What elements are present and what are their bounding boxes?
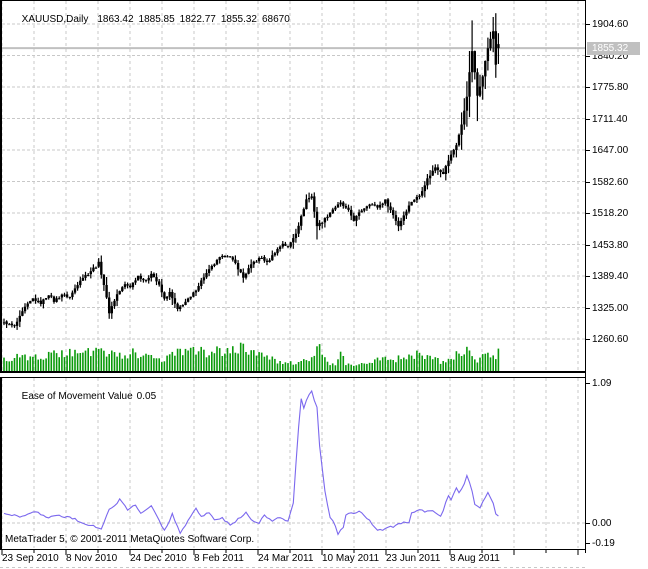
price-tick-label: 1260.60: [592, 333, 629, 345]
open-value: 1863.42: [97, 14, 134, 25]
time-tick-label: 10 May 2011: [322, 553, 380, 564]
price-tick-label: 1711.40: [592, 113, 628, 125]
price-tick-label: 1775.80: [592, 81, 629, 93]
indicator-panel[interactable]: Ease of Movement Value 0.05 MetaTrader 5,…: [0, 377, 586, 549]
price-tick-tick: [586, 213, 590, 214]
price-tick-label: 1325.00: [592, 302, 629, 314]
symbol-period-label: XAUUSD,Daily: [21, 14, 89, 25]
price-chart-canvas[interactable]: [0, 0, 586, 373]
price-tick-label: 1518.20: [592, 207, 629, 219]
price-tick-tick: [586, 245, 590, 246]
price-tick-tick: [586, 182, 590, 183]
close-value: 1855.32: [220, 14, 257, 25]
time-tick-label: 8 Feb 2011: [194, 553, 244, 564]
time-tick-label: 8 Nov 2010: [66, 553, 118, 564]
indicator-name: Ease of Movement Value: [21, 391, 133, 402]
time-tick-label: 24 Dec 2010: [130, 553, 187, 564]
current-price-badge: 1855.32: [587, 42, 640, 55]
price-tick-tick: [586, 150, 590, 151]
price-tick-tick: [586, 308, 590, 309]
price-tick-label: 1582.60: [592, 176, 629, 188]
price-scale[interactable]: 1855.32 1904.60 1840.20 1775.80 1711.40 1647…: [585, 0, 648, 550]
indicator-canvas[interactable]: [0, 377, 586, 549]
indicator-tick-tick: [586, 383, 590, 384]
price-tick-label: 1453.80: [592, 239, 629, 251]
low-value: 1822.77: [179, 14, 216, 25]
indicator-current-value: 0.05: [136, 391, 157, 402]
price-tick-tick: [586, 276, 590, 277]
volume-value: 68670: [261, 14, 290, 25]
price-tick-tick: [586, 339, 590, 340]
price-tick-label: 1904.60: [592, 18, 629, 30]
price-tick-label: 1647.00: [592, 144, 629, 156]
indicator-tick-tick: [586, 523, 590, 524]
price-tick-label: 1840.20: [592, 50, 629, 62]
price-tick-tick: [586, 24, 590, 25]
time-tick-label: 24 Mar 2011: [258, 553, 314, 564]
indicator-tick-label: 0.00: [592, 517, 612, 529]
time-tick-label: 8 Aug 2011: [450, 553, 500, 564]
indicator-tick-label: -0.19: [592, 537, 615, 549]
time-scale[interactable]: 23 Sep 2010 8 Nov 2010 24 Dec 2010 8 Feb 20…: [0, 549, 648, 569]
time-scale-ticks: [0, 549, 586, 568]
chart-title: XAUUSD,Daily 1863.42 1885.85 1822.77 1855.32…: [5, 3, 295, 36]
copyright-label: MetaTrader 5, © 2001-2011 MetaQuotes Sof…: [5, 534, 255, 545]
price-tick-tick: [586, 119, 590, 120]
price-tick-tick: [586, 87, 590, 88]
price-chart-panel[interactable]: XAUUSD,Daily 1863.42 1885.85 1822.77 1855.32…: [0, 0, 586, 373]
price-tick-label: 1389.40: [592, 270, 629, 282]
time-tick-label: 23 Jun 2011: [386, 553, 441, 564]
time-tick-label: 23 Sep 2010: [2, 553, 59, 564]
price-tick-tick: [586, 56, 590, 57]
indicator-tick-tick: [586, 543, 590, 544]
indicator-label: Ease of Movement Value 0.05: [5, 380, 160, 413]
high-value: 1885.85: [138, 14, 175, 25]
indicator-tick-label: 1.09: [592, 377, 612, 389]
